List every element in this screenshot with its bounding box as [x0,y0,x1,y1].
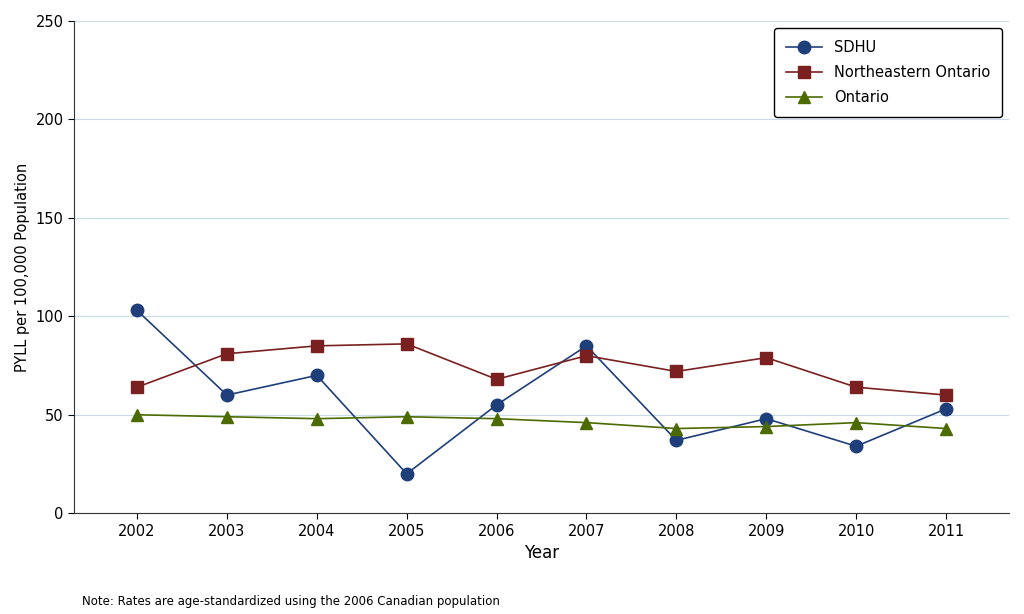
Ontario [400,413,413,421]
Ontario [131,411,143,418]
Ontario [581,419,593,426]
SDHU [310,371,323,379]
SDHU [400,470,413,478]
Ontario [671,425,683,432]
Northeastern Ontario [940,391,952,398]
SDHU [671,437,683,444]
Northeastern Ontario [490,376,503,383]
Northeastern Ontario [581,352,593,359]
Ontario [850,419,862,426]
Line: SDHU: SDHU [131,304,952,480]
SDHU [490,401,503,408]
Northeastern Ontario [221,350,233,357]
Legend: SDHU, Northeastern Ontario, Ontario: SDHU, Northeastern Ontario, Ontario [774,28,1001,117]
Text: Note: Rates are age-standardized using the 2006 Canadian population: Note: Rates are age-standardized using t… [82,595,500,608]
Northeastern Ontario [310,342,323,349]
SDHU [940,405,952,413]
Northeastern Ontario [131,384,143,391]
X-axis label: Year: Year [524,544,559,562]
Ontario [940,425,952,432]
Y-axis label: PYLL per 100,000 Population: PYLL per 100,000 Population [15,163,30,371]
SDHU [850,443,862,450]
Northeastern Ontario [760,354,772,362]
Ontario [490,415,503,422]
SDHU [131,307,143,314]
Line: Northeastern Ontario: Northeastern Ontario [131,338,951,400]
Ontario [760,423,772,430]
Northeastern Ontario [850,384,862,391]
Line: Ontario: Ontario [131,409,951,434]
SDHU [581,342,593,349]
Ontario [221,413,233,421]
SDHU [760,415,772,422]
Northeastern Ontario [671,368,683,375]
Ontario [310,415,323,422]
Northeastern Ontario [400,340,413,348]
SDHU [221,391,233,398]
